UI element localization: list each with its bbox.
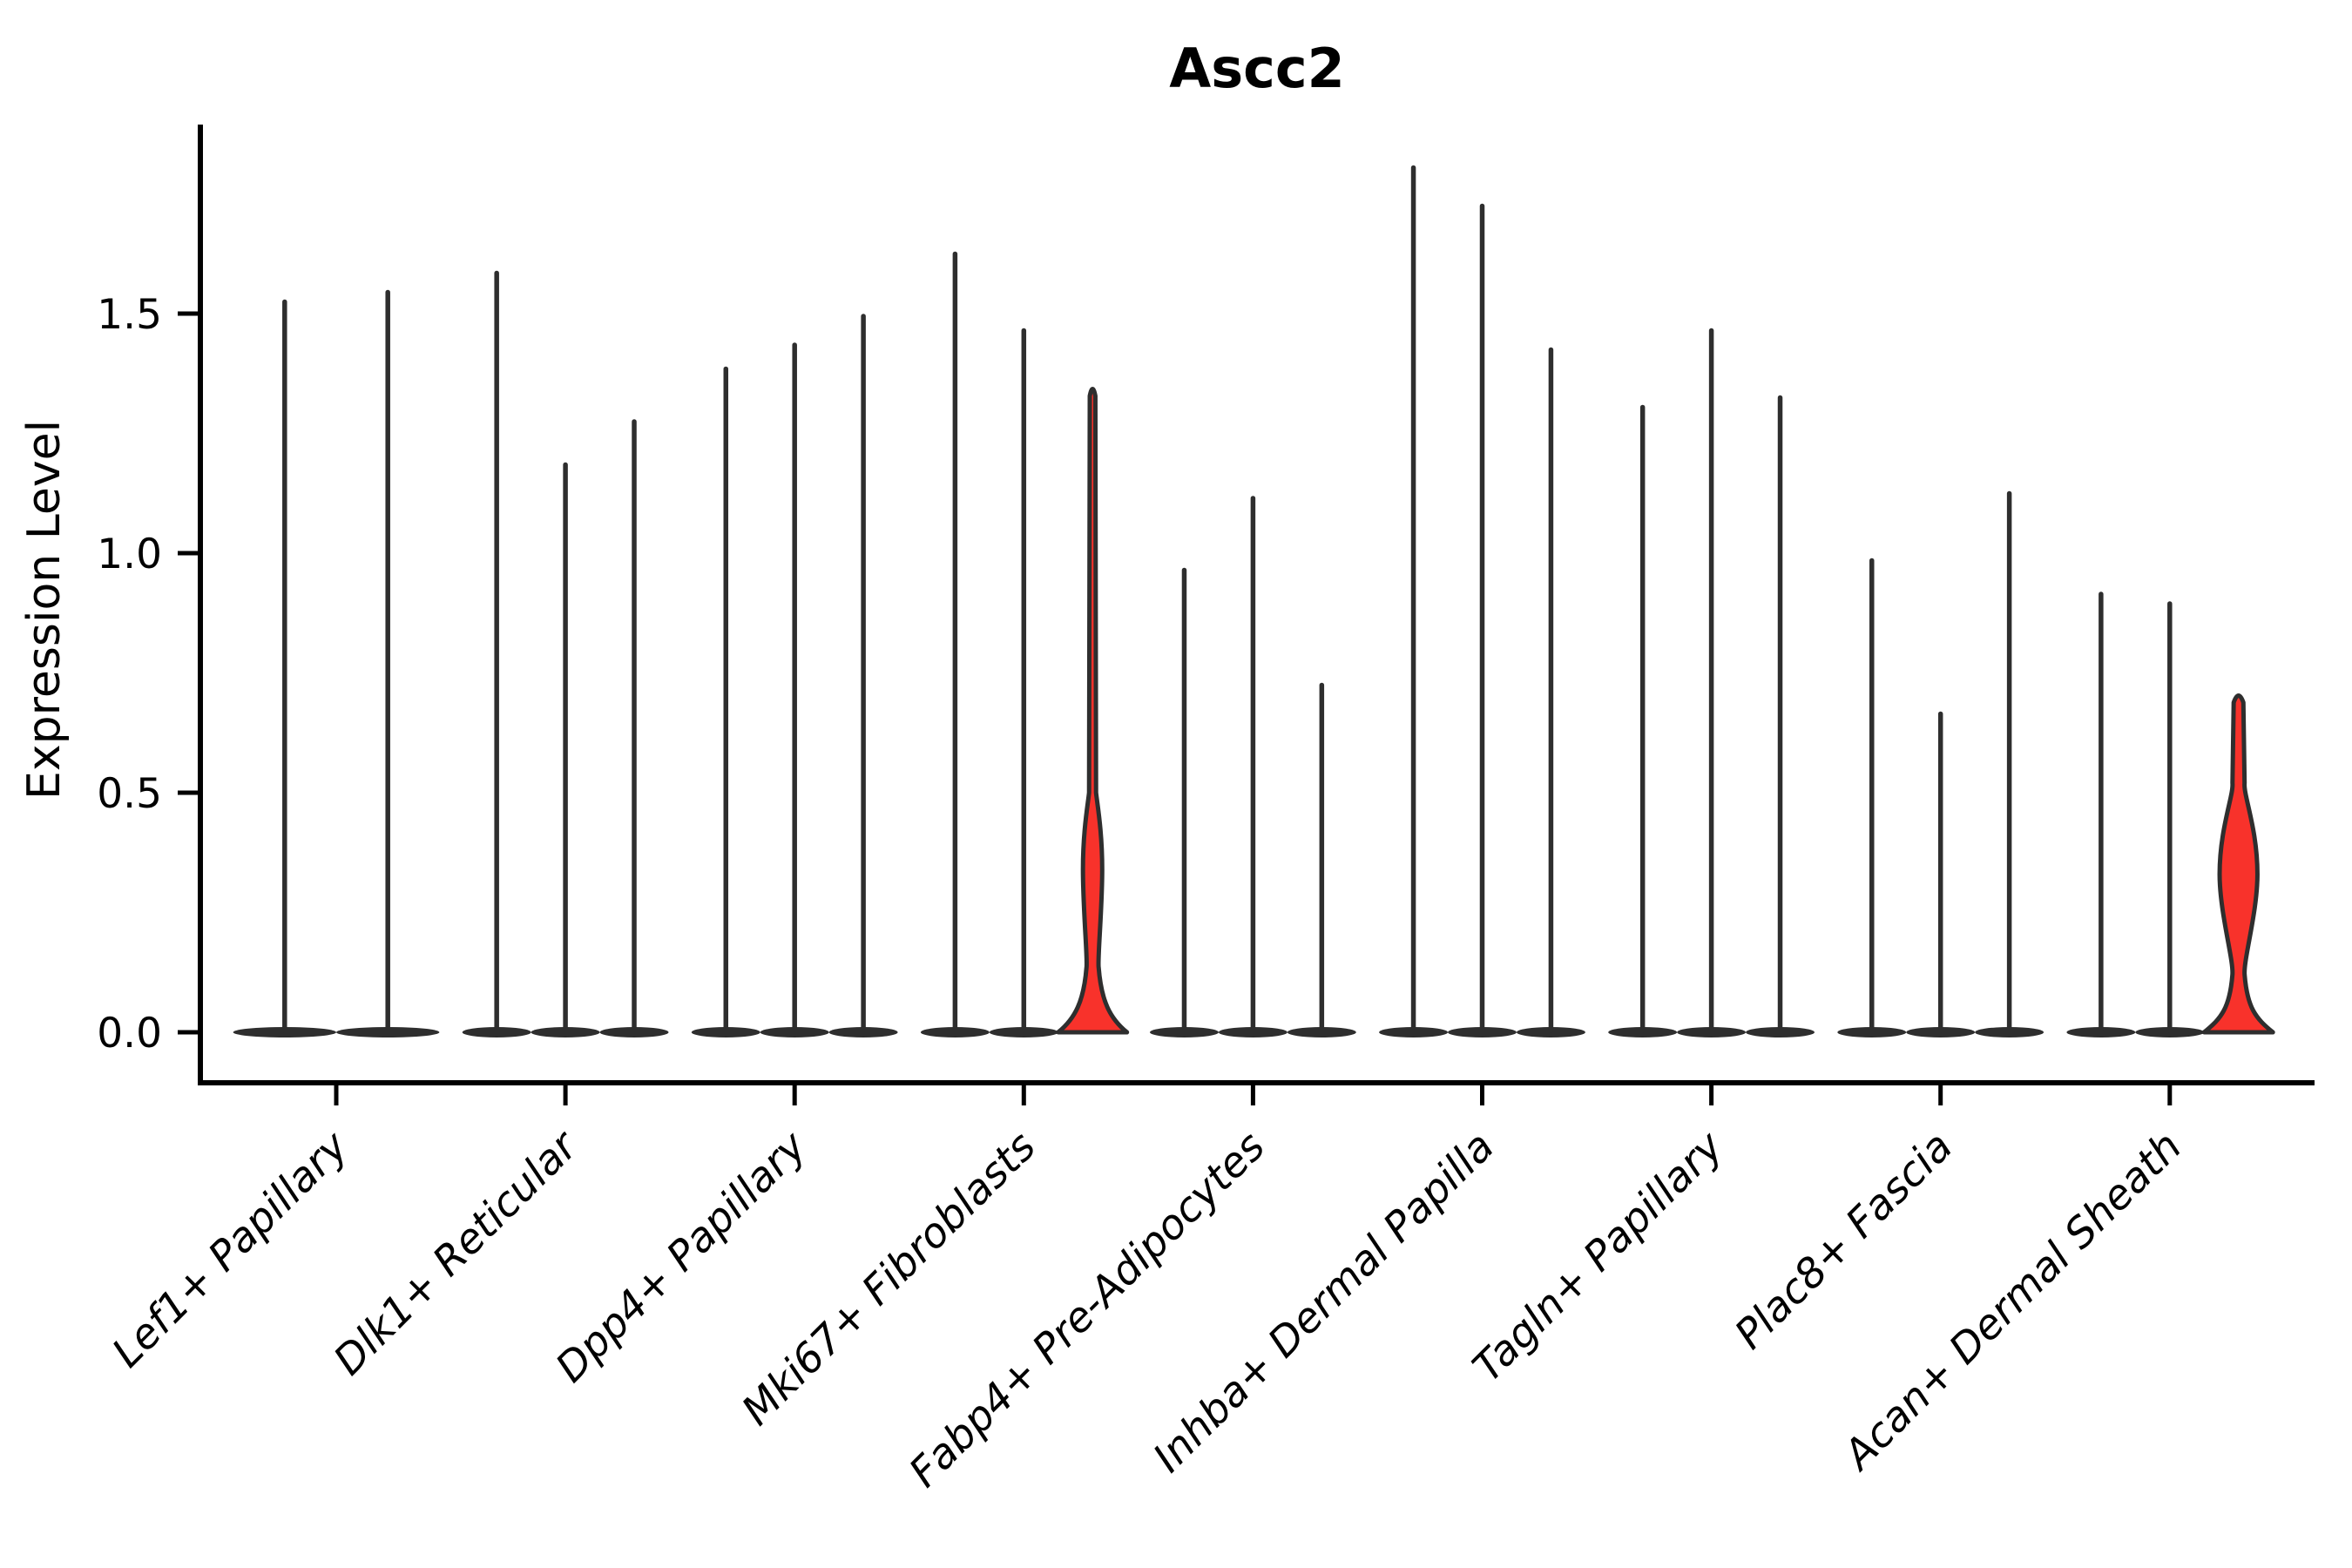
y-tick-label: 1.0 <box>97 531 162 578</box>
x-tick-label: Tagln+ Papillary <box>1463 1122 1734 1392</box>
y-tick-label: 0.5 <box>97 770 162 818</box>
y-axis-label: Expression Level <box>18 420 71 800</box>
x-tick-label: Dpp4+ Papillary <box>547 1122 817 1392</box>
violin-highlighted <box>1056 387 1130 1035</box>
x-tick-label: Dlk1+ Reticular <box>325 1121 589 1385</box>
chart-title: Ascc2 <box>1169 37 1345 100</box>
violin-highlighted <box>2201 693 2275 1035</box>
x-tick-label: Plac8+ Fascia <box>1726 1123 1962 1359</box>
y-tick-label: 0.0 <box>97 1010 162 1058</box>
y-tick-label: 1.5 <box>97 291 162 339</box>
violins-group <box>233 165 2275 1037</box>
x-tick-label: Lef1+ Papillary <box>103 1122 358 1377</box>
